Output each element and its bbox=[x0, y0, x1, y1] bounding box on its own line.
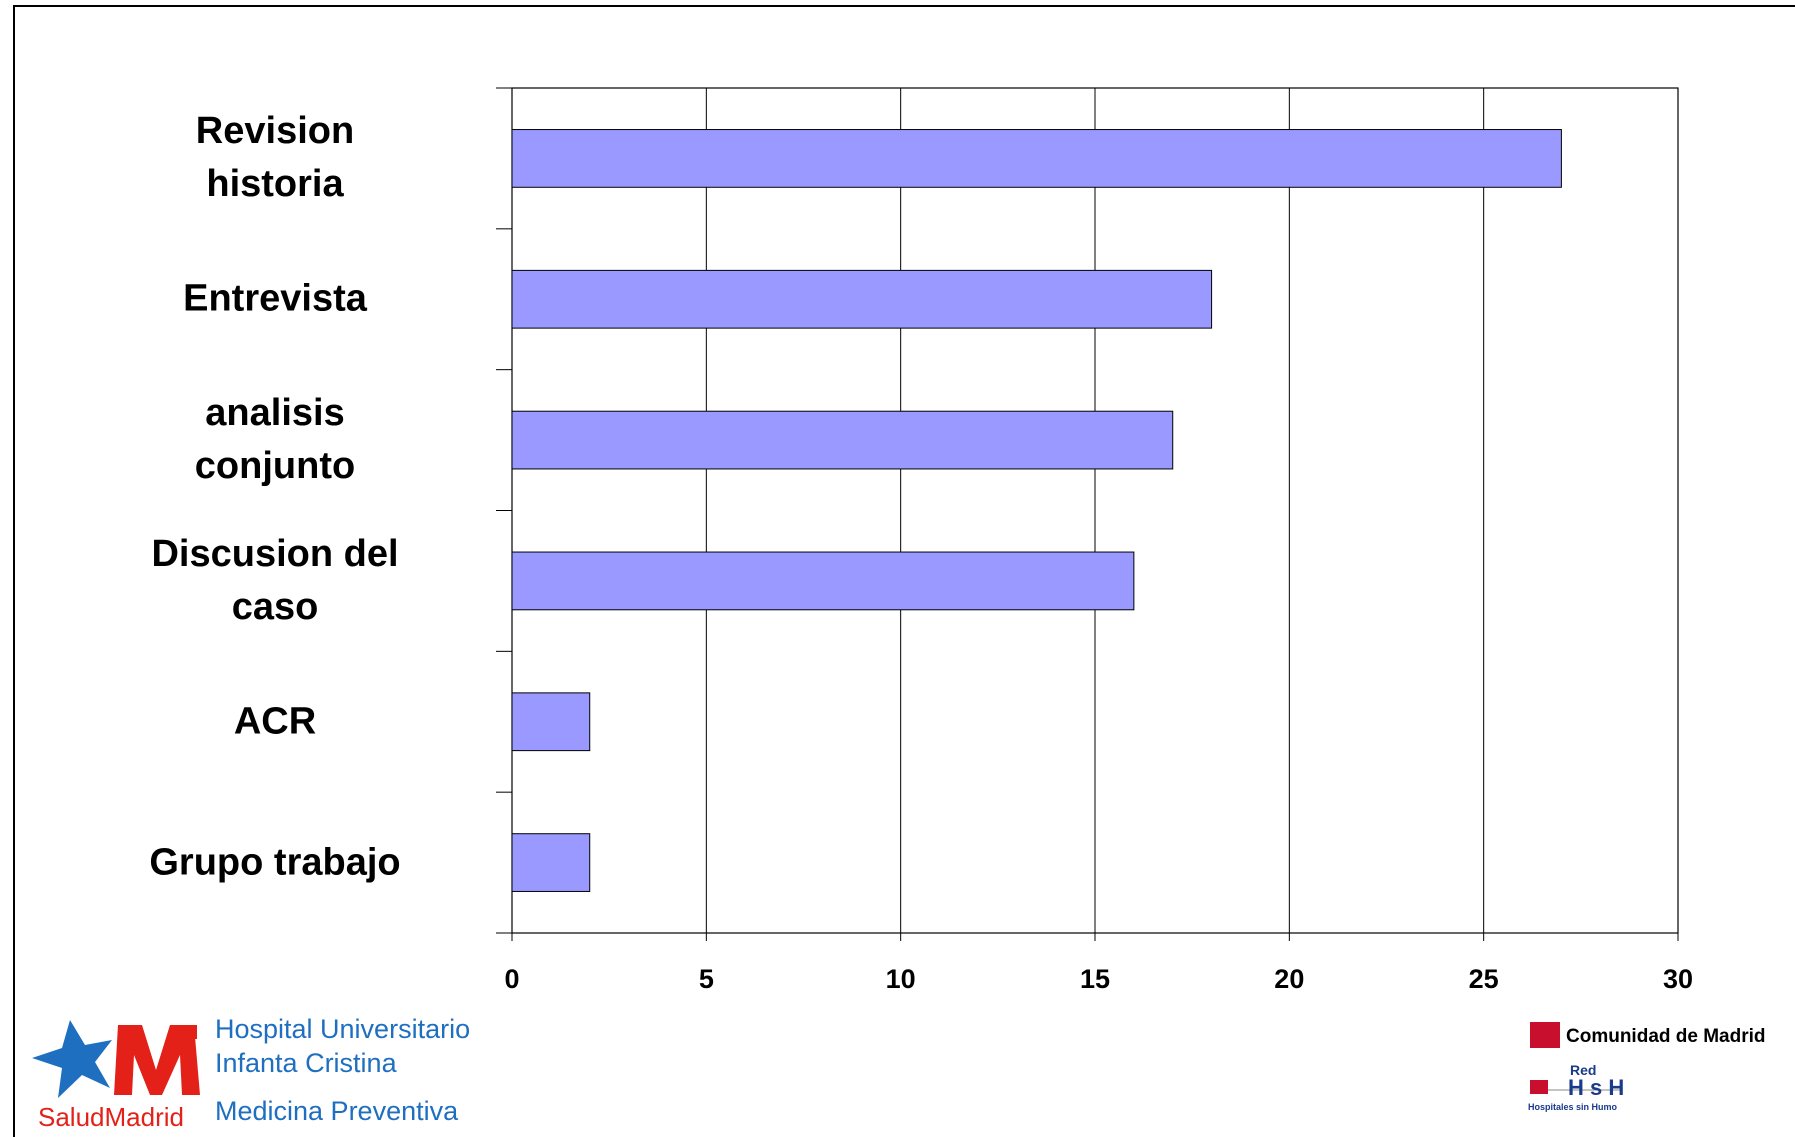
comunidad-text: Comunidad de Madrid bbox=[1566, 1026, 1766, 1047]
x-tick-label: 5 bbox=[699, 964, 714, 994]
salud-madrid-logo: SaludMadrid bbox=[32, 1020, 200, 1132]
x-tick-label: 20 bbox=[1274, 964, 1304, 994]
category-label: analisis conjunto bbox=[194, 392, 356, 488]
category-label: Entrevista bbox=[183, 277, 367, 320]
salud-logo-text: SaludMadrid bbox=[38, 1102, 184, 1132]
hospital-name: Infanta Cristina bbox=[215, 1048, 397, 1078]
bar bbox=[511, 410, 1174, 470]
bar bbox=[511, 551, 1135, 611]
bar bbox=[511, 833, 591, 892]
category-label: Discusion del caso bbox=[151, 532, 399, 628]
red-text: Red bbox=[1570, 1062, 1596, 1078]
hospital-name: Hospital Universitario bbox=[215, 1014, 471, 1044]
hsh-text: H s H bbox=[1568, 1075, 1624, 1100]
category-label: Grupo trabajo bbox=[149, 841, 401, 884]
x-tick-label: 25 bbox=[1469, 964, 1499, 994]
x-tick-label: 10 bbox=[886, 964, 916, 994]
hsh-subtitle: Hospitales sin Humo bbox=[1528, 1102, 1618, 1112]
x-tick-label: 0 bbox=[504, 964, 519, 994]
x-tick-label: 30 bbox=[1663, 964, 1693, 994]
department-name: Medicina Preventiva bbox=[215, 1096, 459, 1126]
x-tick-label: 15 bbox=[1080, 964, 1110, 994]
category-label: ACR bbox=[233, 700, 317, 743]
bar bbox=[511, 692, 591, 752]
comunidad-logo: Comunidad de Madrid Red H s H Hospitales… bbox=[1528, 1022, 1766, 1112]
category-label: Revision historia bbox=[195, 110, 355, 206]
bar bbox=[511, 129, 1562, 188]
slide-frame bbox=[13, 5, 1795, 1137]
bar bbox=[511, 269, 1213, 329]
